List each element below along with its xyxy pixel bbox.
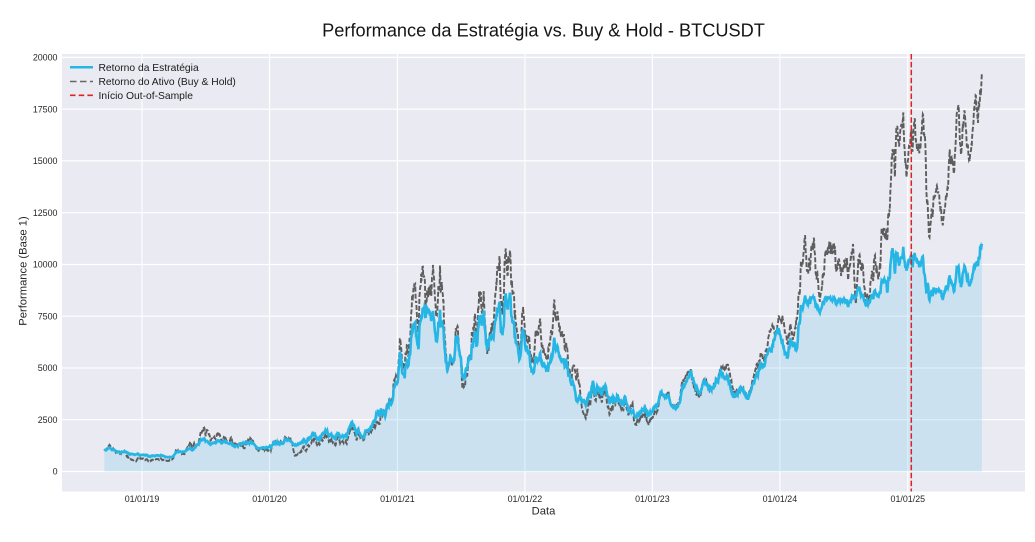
svg-text:5000: 5000 xyxy=(38,363,58,373)
svg-text:20000: 20000 xyxy=(33,53,58,63)
svg-text:2500: 2500 xyxy=(38,415,58,425)
svg-text:Retorno da Estratégia: Retorno da Estratégia xyxy=(99,63,199,74)
svg-text:7500: 7500 xyxy=(38,311,58,321)
svg-text:Performance (Base 1): Performance (Base 1) xyxy=(18,216,30,326)
svg-text:10000: 10000 xyxy=(33,260,58,270)
svg-text:17500: 17500 xyxy=(33,104,58,114)
svg-text:Data: Data xyxy=(532,506,556,518)
svg-text:01/01/23: 01/01/23 xyxy=(635,494,670,504)
svg-text:15000: 15000 xyxy=(33,156,58,166)
svg-text:01/01/21: 01/01/21 xyxy=(380,494,415,504)
svg-text:Início Out-of-Sample: Início Out-of-Sample xyxy=(99,91,194,102)
svg-text:0: 0 xyxy=(53,467,58,477)
svg-text:01/01/25: 01/01/25 xyxy=(891,494,926,504)
svg-text:Performance da Estratégia vs.: Performance da Estratégia vs. Buy & Hold… xyxy=(322,21,765,41)
svg-text:01/01/22: 01/01/22 xyxy=(508,494,543,504)
svg-text:01/01/20: 01/01/20 xyxy=(252,494,287,504)
svg-text:Retorno do Ativo (Buy & Hold): Retorno do Ativo (Buy & Hold) xyxy=(99,77,236,88)
svg-text:01/01/24: 01/01/24 xyxy=(763,494,798,504)
svg-text:12500: 12500 xyxy=(33,208,58,218)
svg-text:01/01/19: 01/01/19 xyxy=(125,494,160,504)
